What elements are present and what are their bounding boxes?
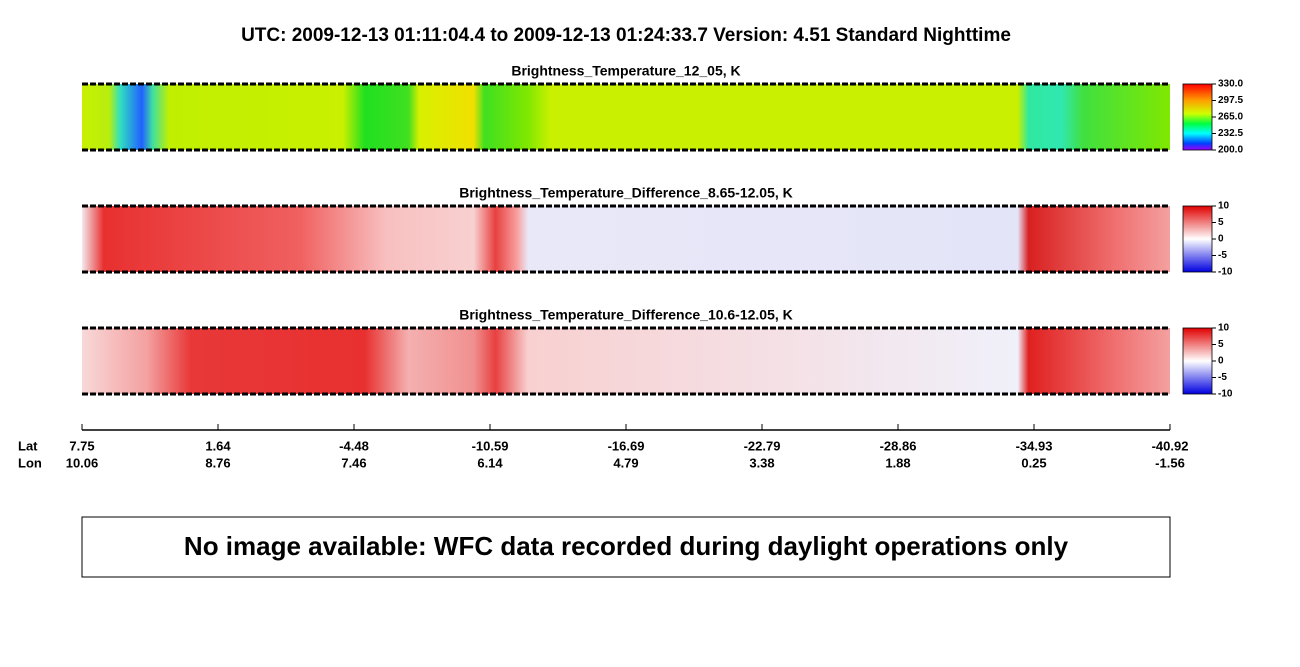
heatmap-image [82, 84, 1170, 150]
lat-tick-label: -16.69 [608, 438, 645, 453]
colorbar-tick-label: 330.0 [1218, 79, 1243, 90]
lon-tick-label: 10.06 [66, 455, 99, 470]
colorbar-tick-label: -10 [1218, 267, 1233, 278]
colorbar-tick-label: -10 [1218, 389, 1233, 400]
colorbar-tick-label: 297.5 [1218, 95, 1243, 106]
lon-tick-label: 4.79 [613, 455, 638, 470]
lon-tick-label: 6.14 [477, 455, 503, 470]
colorbar-tick-label: 0 [1218, 356, 1224, 367]
panel-title: Brightness_Temperature_Difference_10.6-1… [459, 307, 793, 323]
lat-tick-label: -4.48 [339, 438, 369, 453]
panel-title: Brightness_Temperature_12_05, K [511, 63, 740, 79]
lat-tick-label: 1.64 [205, 438, 231, 453]
colorbar-tick-label: 10 [1218, 323, 1230, 334]
heatmap-image [82, 206, 1170, 272]
colorbar-tick-label: -5 [1218, 250, 1227, 261]
colorbar [1182, 205, 1213, 273]
panel-title: Brightness_Temperature_Difference_8.65-1… [459, 185, 793, 201]
heatmap-image [82, 328, 1170, 394]
x-axis: Lat Lon 7.75 10.06 1.64 8.76 -4.48 7.46 -10.59… [18, 424, 1188, 470]
lon-label: Lon [18, 455, 42, 470]
lat-tick-label: 7.75 [69, 438, 94, 453]
lon-tick-label: -1.56 [1155, 455, 1185, 470]
colorbar-tick-label: 200.0 [1218, 145, 1243, 156]
lon-tick-label: 0.25 [1021, 455, 1046, 470]
lon-tick-label: 1.88 [885, 455, 910, 470]
colorbar-tick-label: 5 [1218, 339, 1224, 350]
colorbar-tick-label: 0 [1218, 234, 1224, 245]
lat-label: Lat [18, 438, 38, 453]
colorbar-tick-label: 265.0 [1218, 112, 1243, 123]
lat-tick-label: -28.86 [880, 438, 917, 453]
lon-tick-label: 8.76 [205, 455, 230, 470]
colorbar-tick-label: 5 [1218, 217, 1224, 228]
colorbar-tick-label: 232.5 [1218, 128, 1243, 139]
colorbar [1182, 327, 1213, 395]
message-box [81, 516, 1171, 578]
colorbar [1182, 83, 1213, 151]
lat-tick-label: -10.59 [472, 438, 509, 453]
lat-tick-label: -22.79 [744, 438, 781, 453]
lon-tick-label: 7.46 [341, 455, 366, 470]
lon-tick-label: 3.38 [749, 455, 774, 470]
panels: Brightness_Temperature_12_05, K 330.0 297.… [82, 63, 1243, 400]
lat-tick-label: -34.93 [1016, 438, 1053, 453]
colorbar-tick-label: -5 [1218, 372, 1227, 383]
page-title: UTC: 2009-12-13 01:11:04.4 to 2009-12-13… [241, 25, 1011, 46]
message: No image available: WFC data recorded du… [184, 531, 1069, 561]
colorbar-tick-label: 10 [1218, 201, 1230, 212]
lat-tick-label: -40.92 [1152, 438, 1189, 453]
